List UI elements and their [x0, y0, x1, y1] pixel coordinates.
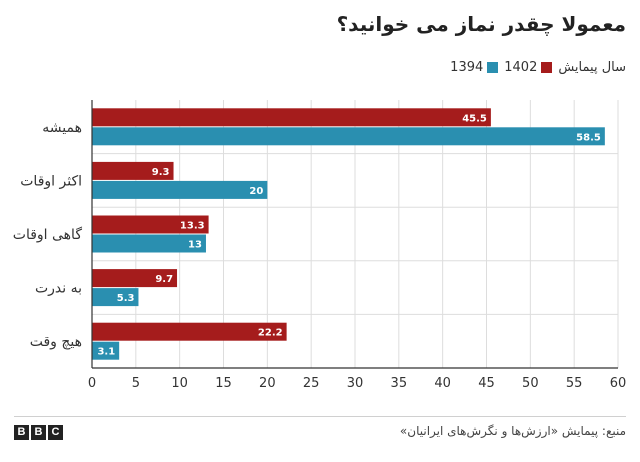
bar-value-label: 3.1 [97, 347, 115, 358]
logo-letter: B [31, 425, 46, 440]
bar-value-label: 20 [249, 186, 263, 197]
y-category-label: اکثر اوقات [20, 173, 82, 189]
legend-item-1402: 1402 [504, 60, 553, 75]
bar-value-label: 9.7 [155, 274, 173, 285]
x-tick-label: 45 [478, 376, 495, 391]
x-tick-label: 50 [522, 376, 539, 391]
y-category-label: به ندرت [35, 281, 82, 297]
x-tick-label: 55 [566, 376, 583, 391]
bar-1394 [92, 127, 605, 146]
bar-1394 [92, 234, 206, 253]
bar-value-label: 9.3 [152, 167, 170, 178]
x-tick-label: 5 [132, 376, 140, 391]
bar-1402 [92, 269, 178, 288]
footer-divider [14, 416, 626, 417]
x-tick-label: 20 [259, 376, 276, 391]
bbc-logo: B B C [14, 425, 63, 440]
x-tick-label: 10 [171, 376, 188, 391]
x-tick-label: 15 [215, 376, 232, 391]
x-tick-label: 35 [391, 376, 408, 391]
x-tick-label: 60 [610, 376, 627, 391]
legend-label-1394: 1394 [450, 60, 484, 75]
bar-value-label: 13.3 [180, 221, 205, 232]
legend-swatch-1402 [541, 62, 553, 73]
bar-chart: 0 5 10 15 20 25 30 35 40 45 50 55 60 همیشه 45.5 58.5 اکث… [13, 100, 627, 391]
chart-legend: سال پیمایش 1402 1394 [444, 60, 626, 75]
bar-1402 [92, 108, 491, 127]
y-category-label: گاهی اوقات [13, 226, 83, 243]
x-tick-label: 0 [88, 376, 96, 391]
y-category-label: همیشه [42, 120, 82, 136]
bar-1394 [92, 180, 268, 199]
bar-value-label: 22.2 [258, 328, 283, 339]
chart-title: معمولا چقدر نماز می خوانید؟ [336, 12, 626, 36]
x-tick-label: 25 [303, 376, 320, 391]
legend-item-1394: 1394 [450, 60, 499, 75]
bar-1394 [92, 341, 120, 360]
bar-value-label: 58.5 [576, 132, 601, 143]
x-tick-label: 30 [347, 376, 364, 391]
bar-1402 [92, 161, 174, 180]
x-tick-label: 40 [434, 376, 451, 391]
legend-swatch-1394 [487, 62, 499, 73]
logo-letter: B [14, 425, 29, 440]
logo-letter: C [48, 425, 63, 440]
legend-label-1402: 1402 [504, 60, 538, 75]
bar-value-label: 13 [188, 240, 202, 251]
bar-1402 [92, 215, 209, 234]
bar-value-label: 5.3 [117, 293, 135, 304]
legend-title: سال پیمایش [558, 60, 626, 75]
bar-1394 [92, 288, 139, 307]
source-note: منبع: پیمایش «ارزش‌ها و نگرش‌های ایرانیا… [399, 424, 626, 438]
bar-value-label: 45.5 [462, 113, 487, 124]
y-category-label: هیچ وقت [30, 334, 82, 350]
bar-1402 [92, 322, 287, 341]
